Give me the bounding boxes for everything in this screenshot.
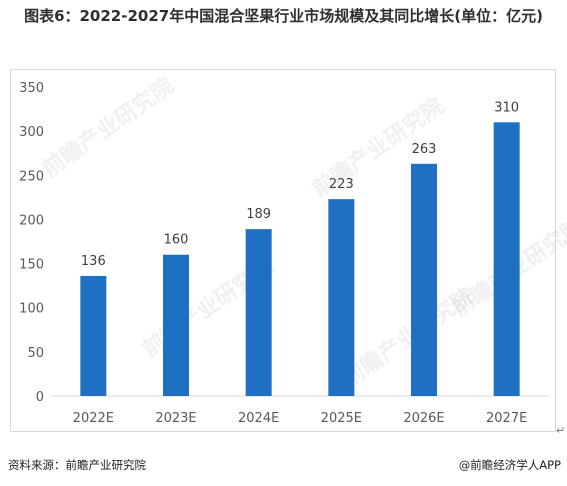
y-tick-label: 300 <box>19 125 44 140</box>
y-tick-label: 0 <box>36 390 44 405</box>
y-tick-label: 350 <box>19 81 44 96</box>
y-tick-label: 50 <box>27 346 44 361</box>
chart-title: 图表6：2022-2027年中国混合坚果行业市场规模及其同比增长(单位：亿元) <box>24 7 543 25</box>
y-tick-label: 250 <box>19 169 44 184</box>
bar-2027E <box>493 122 520 397</box>
bar-2024E <box>245 229 272 396</box>
bar-2023E <box>163 254 189 396</box>
bars <box>80 122 520 397</box>
bar-2022E <box>80 275 107 396</box>
data-label-2024E: 189 <box>246 207 271 222</box>
data-label-2026E: 263 <box>412 142 437 157</box>
x-tick-label: 2025E <box>321 411 362 426</box>
y-tick-label: 200 <box>19 213 44 228</box>
y-tick-label: 150 <box>19 258 44 273</box>
x-tick-label: 2023E <box>155 411 196 426</box>
y-tick-label: 100 <box>19 302 44 317</box>
return-mark: ↵ <box>556 424 566 437</box>
data-label-2023E: 160 <box>164 233 189 248</box>
x-tick-label: 2024E <box>238 411 279 426</box>
data-label-2022E: 136 <box>81 254 106 269</box>
data-label-2027E: 310 <box>494 100 519 115</box>
brand-note: @前瞻经济学人APP <box>458 458 561 472</box>
chart-frame <box>10 69 556 432</box>
x-tick-label: 2022E <box>73 411 114 426</box>
x-tick-label: 2026E <box>403 411 444 426</box>
data-labels: 136 160 189 223 263 310 <box>81 100 519 269</box>
footer: 资料来源：前瞻产业研究院 @前瞻经济学人APP <box>0 457 567 475</box>
bar-2026E <box>411 163 437 396</box>
x-axis-ticks: 2022E 2023E 2024E 2025E 2026E 2027E <box>73 411 528 426</box>
source-note: 资料来源：前瞻产业研究院 <box>8 458 146 472</box>
y-axis-ticks: 0 50 100 150 200 250 300 350 <box>19 81 44 405</box>
x-tick-label: 2027E <box>486 411 527 426</box>
data-label-2025E: 223 <box>329 177 354 192</box>
bar-2025E <box>328 199 355 396</box>
